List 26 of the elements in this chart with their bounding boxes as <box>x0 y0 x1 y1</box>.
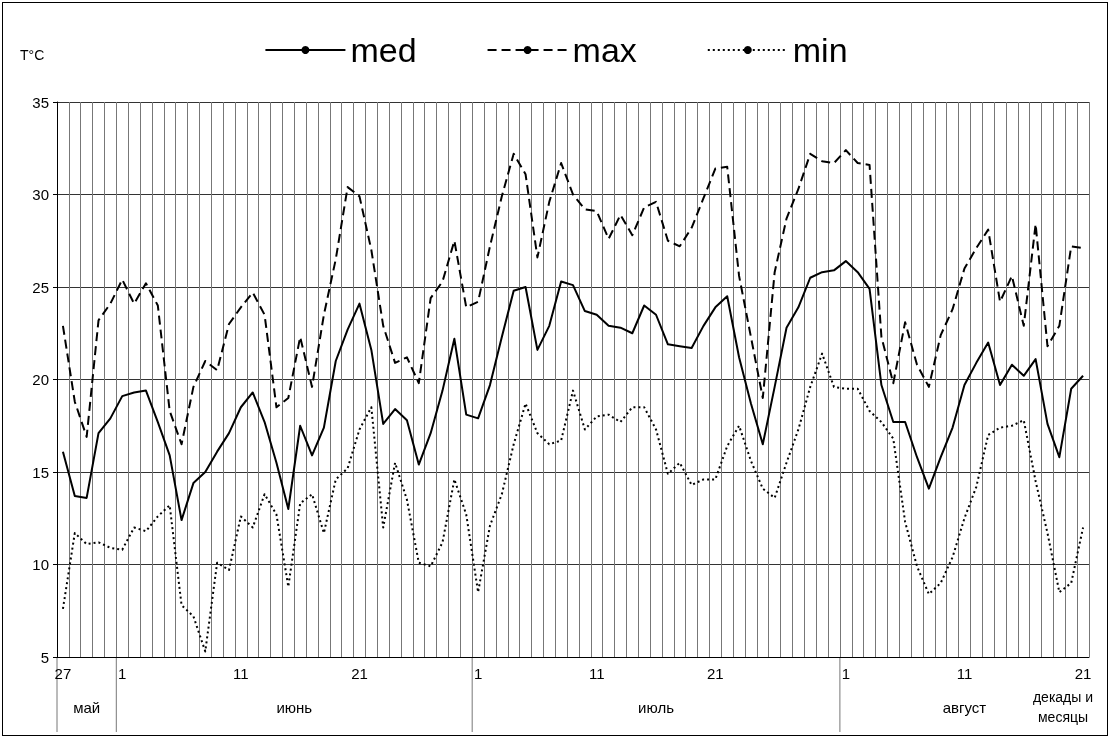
x-tick-label: 21 <box>351 665 368 682</box>
text: июнь <box>276 698 313 716</box>
x-tick-label: 1 <box>841 665 850 682</box>
x-tick-label: 21 <box>707 665 724 682</box>
y-tick-label: 5 <box>40 648 49 666</box>
x-axis-title: декады и месяцы <box>1032 689 1094 725</box>
legend-label: max <box>572 31 637 69</box>
x-tick-label: 1 <box>118 665 127 682</box>
x-tick-label: 11 <box>588 665 605 682</box>
y-tick-label: 20 <box>32 371 49 388</box>
legend-label: min <box>792 31 848 69</box>
y-tick-label: 25 <box>32 278 49 296</box>
y-tick-label: 30 <box>32 186 49 203</box>
text: июль <box>638 698 675 716</box>
y-tick-label: 35 <box>32 93 49 111</box>
x-tick-label: 21 <box>1074 665 1092 682</box>
x-tick-label: 27 <box>54 665 72 682</box>
y-tick-label: 10 <box>32 556 49 573</box>
x-tick-label: 11 <box>956 665 973 682</box>
text: август <box>942 698 987 716</box>
text: май <box>73 698 101 716</box>
y-axis-title: T°C <box>20 47 45 63</box>
x-tick-label: 1 <box>473 665 483 682</box>
x-tick-label: 11 <box>233 665 249 682</box>
y-tick-label: 15 <box>32 463 49 481</box>
legend-label: med <box>350 31 417 69</box>
